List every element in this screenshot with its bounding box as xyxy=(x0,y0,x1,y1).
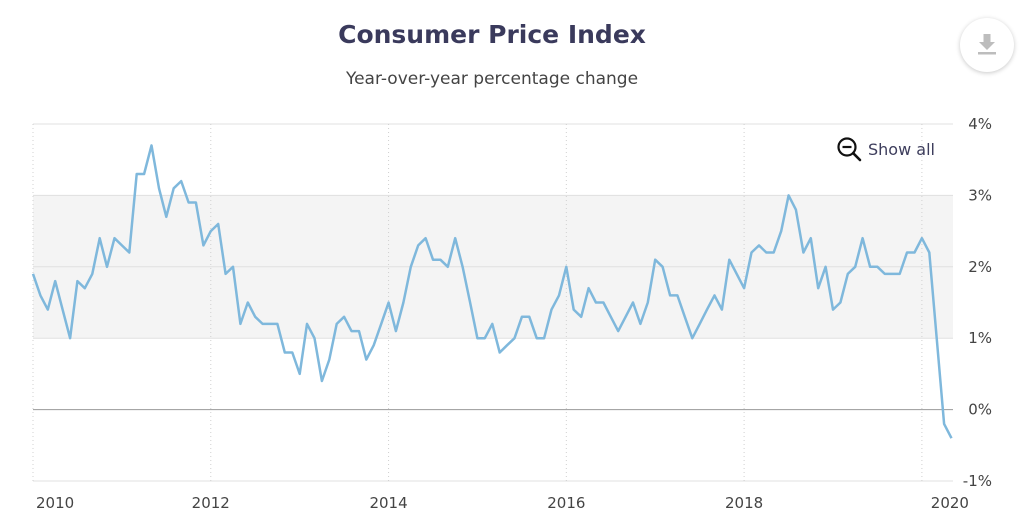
y-tick-label: 3% xyxy=(968,186,992,204)
zoom-out-icon xyxy=(837,137,862,162)
x-tick-label: 2012 xyxy=(192,494,230,512)
download-icon xyxy=(978,34,996,55)
x-tick-label: 2018 xyxy=(725,494,763,512)
y-tick-label: 1% xyxy=(968,329,992,347)
x-tick-label: 2014 xyxy=(369,494,407,512)
horizontal-gridlines xyxy=(33,123,953,482)
x-tick-label: 2016 xyxy=(547,494,585,512)
y-tick-label: 4% xyxy=(968,115,992,133)
cpi-series-line xyxy=(31,144,953,439)
y-tick-label: -1% xyxy=(963,472,992,490)
x-axis-ticks: 2010 2012 2014 2016 2018 2020 xyxy=(36,494,969,512)
show-all-label: Show all xyxy=(868,139,935,159)
show-all-button[interactable]: Show all xyxy=(836,134,935,164)
chart-subtitle: Year-over-year percentage change xyxy=(345,69,639,89)
download-button[interactable] xyxy=(960,18,1014,72)
chart-title: Consumer Price Index xyxy=(338,20,646,49)
x-tick-label: 2020 xyxy=(931,494,969,512)
x-tick-label: 2010 xyxy=(36,494,74,512)
y-tick-label: 2% xyxy=(968,258,992,276)
y-axis-ticks: 4% 3% 2% 1% 0% -1% xyxy=(963,115,992,490)
y-tick-label: 0% xyxy=(968,401,992,419)
